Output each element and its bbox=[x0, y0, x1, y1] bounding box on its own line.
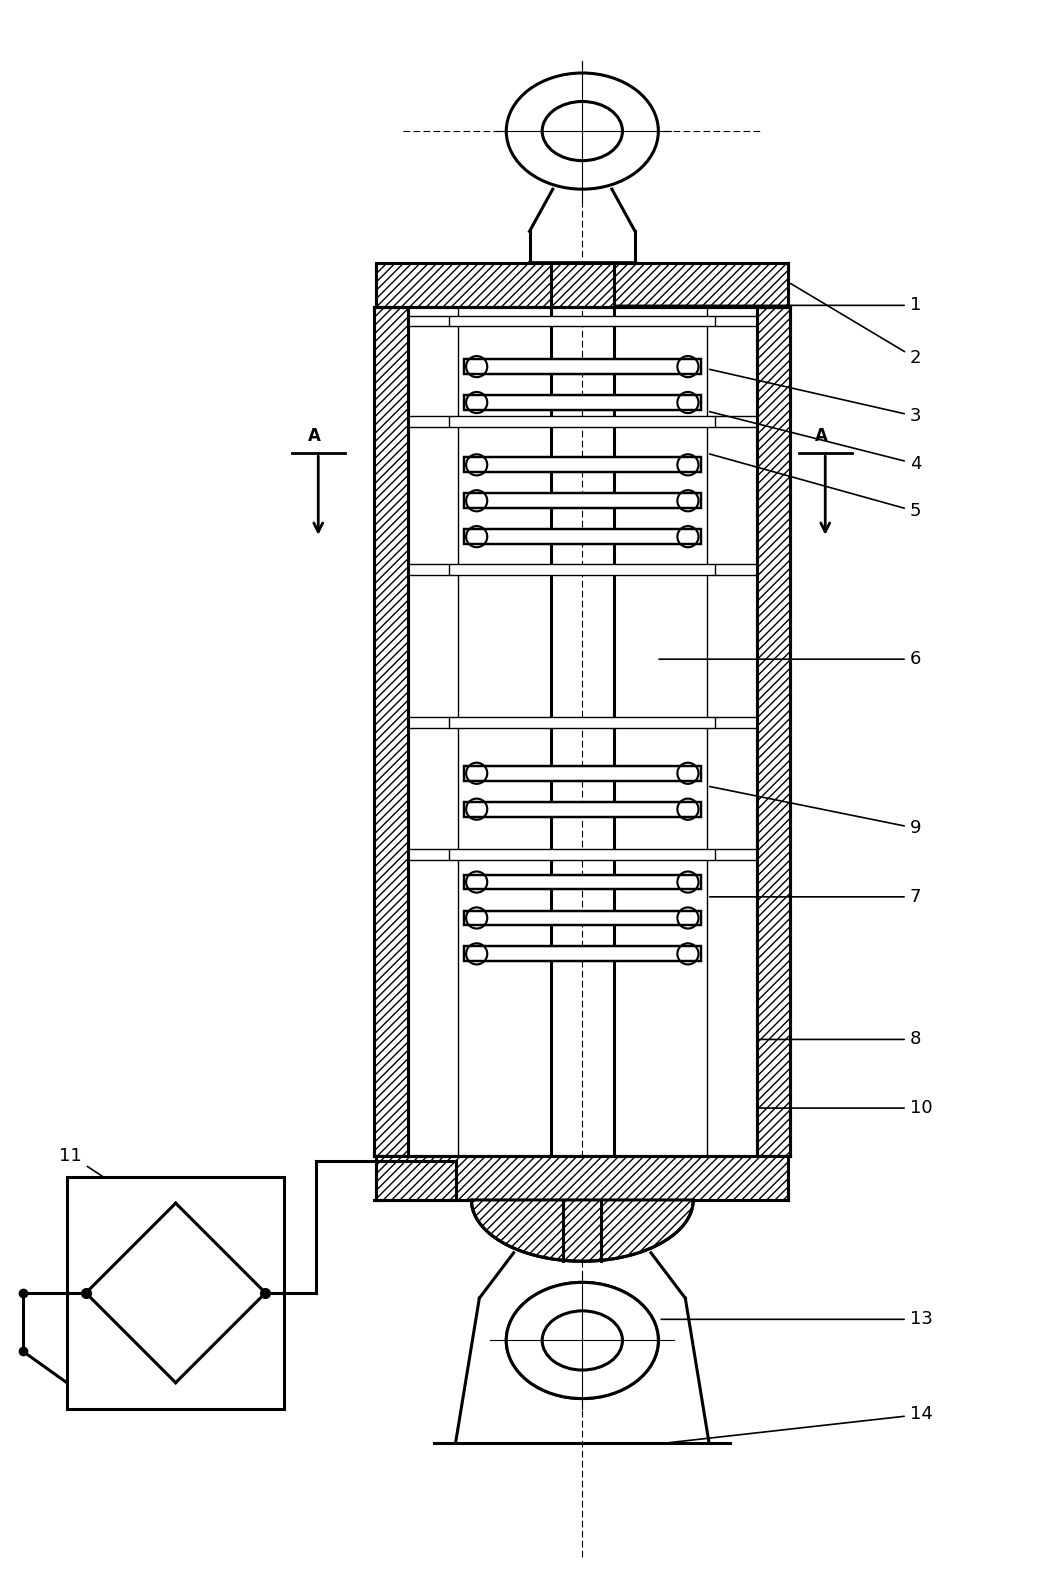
Bar bbox=[449, 849, 716, 860]
Text: 1: 1 bbox=[616, 296, 921, 314]
Text: 5: 5 bbox=[710, 454, 921, 521]
Bar bbox=[67, 1177, 285, 1410]
Bar bbox=[464, 766, 701, 781]
Bar bbox=[464, 875, 701, 889]
Bar bbox=[464, 946, 701, 961]
Ellipse shape bbox=[506, 1282, 659, 1399]
Text: A: A bbox=[814, 427, 827, 444]
Bar bbox=[464, 529, 701, 545]
Ellipse shape bbox=[506, 73, 659, 190]
Ellipse shape bbox=[542, 1311, 623, 1370]
Ellipse shape bbox=[542, 102, 623, 161]
Bar bbox=[464, 395, 701, 409]
Text: 11: 11 bbox=[59, 1147, 174, 1223]
Text: 14: 14 bbox=[669, 1405, 933, 1443]
Text: 9: 9 bbox=[710, 787, 921, 838]
Bar bbox=[374, 307, 408, 1155]
Bar bbox=[449, 416, 716, 427]
Text: 7: 7 bbox=[710, 887, 921, 906]
Text: 6: 6 bbox=[659, 650, 921, 667]
Bar bbox=[464, 494, 701, 508]
Bar bbox=[756, 307, 790, 1155]
Text: 10: 10 bbox=[759, 1099, 932, 1117]
Bar bbox=[449, 717, 716, 728]
Bar bbox=[376, 263, 788, 307]
Text: 13: 13 bbox=[661, 1311, 933, 1329]
Bar bbox=[449, 315, 716, 327]
Bar bbox=[464, 801, 701, 817]
Text: 3: 3 bbox=[710, 370, 921, 425]
Text: 4: 4 bbox=[710, 411, 921, 473]
Bar bbox=[449, 564, 716, 575]
Text: 2: 2 bbox=[791, 284, 921, 366]
Text: 8: 8 bbox=[759, 1031, 921, 1048]
Bar bbox=[376, 1155, 788, 1200]
Bar bbox=[464, 360, 701, 374]
PathPatch shape bbox=[471, 1200, 694, 1262]
Text: A: A bbox=[308, 427, 321, 444]
Bar bbox=[464, 457, 701, 472]
Bar bbox=[464, 911, 701, 926]
